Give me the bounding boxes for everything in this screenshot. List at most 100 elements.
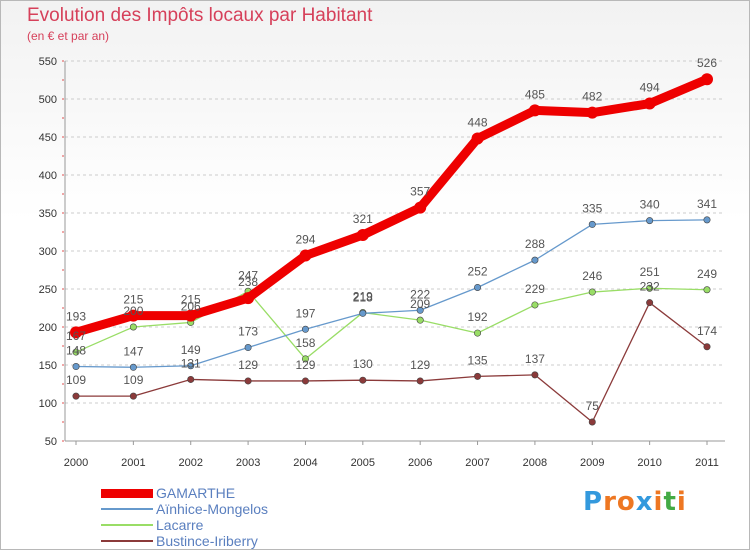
logo-letter: i [653, 487, 664, 517]
logo-letter: i [676, 487, 687, 517]
data-point [244, 377, 252, 385]
data-point [703, 216, 711, 224]
data-label: 174 [697, 324, 717, 338]
series-line-gamarthe [71, 74, 712, 337]
data-point [416, 306, 424, 314]
data-label: 129 [295, 358, 315, 372]
data-point [588, 418, 596, 426]
data-point [646, 299, 654, 307]
data-label: 229 [525, 282, 545, 296]
data-point [359, 309, 367, 317]
x-tick-label: 2002 [178, 457, 202, 469]
data-label: 200 [123, 304, 143, 318]
data-point [129, 323, 137, 331]
series-line-ainhice-mongelos [75, 219, 708, 368]
x-tick-label: 2003 [236, 457, 260, 469]
data-label: 251 [640, 265, 660, 279]
data-label: 135 [468, 353, 488, 367]
data-point [646, 217, 654, 225]
data-label: 131 [181, 356, 201, 370]
data-label: 357 [410, 185, 430, 199]
x-tick-label: 2004 [293, 457, 317, 469]
data-label: 526 [697, 56, 717, 70]
y-tick-label: 550 [39, 56, 57, 68]
x-tick-label: 2000 [64, 457, 88, 469]
x-tick-label: 2001 [121, 457, 145, 469]
y-tick-label: 50 [45, 436, 57, 448]
x-tick-label: 2007 [465, 457, 489, 469]
chart-subtitle: (en € et par an) [27, 29, 110, 43]
data-point [301, 355, 309, 363]
x-tick-label: 2010 [637, 457, 661, 469]
y-tick-label: 300 [39, 246, 57, 258]
data-label: 137 [525, 352, 545, 366]
data-label: 222 [410, 287, 430, 301]
proxiti-logo: Proxiti [583, 487, 687, 517]
data-label: 341 [697, 197, 717, 211]
data-label: 494 [640, 81, 660, 95]
data-point [301, 325, 309, 333]
data-label: 288 [525, 237, 545, 251]
data-label: 129 [410, 358, 430, 372]
data-point [187, 375, 195, 383]
data-point [528, 104, 541, 117]
data-point [70, 326, 82, 339]
data-point [646, 284, 654, 292]
y-tick-label: 450 [39, 132, 57, 144]
logo-letter: o [616, 487, 636, 517]
data-label: 149 [181, 343, 201, 357]
legend-swatch [101, 524, 153, 526]
logo-letter: t [663, 487, 677, 517]
data-point [531, 256, 539, 264]
data-label: 482 [582, 90, 602, 104]
data-point [703, 343, 711, 351]
legend-label: Bustince-Iriberry [156, 533, 258, 549]
data-label: 218 [353, 290, 373, 304]
data-label: 335 [582, 201, 602, 215]
x-tick-label: 2006 [408, 457, 432, 469]
data-label: 215 [181, 293, 201, 307]
data-point [414, 201, 427, 214]
data-label: 130 [353, 357, 373, 371]
data-label: 247 [238, 268, 258, 282]
y-tick-label: 400 [39, 170, 57, 182]
data-label: 485 [525, 87, 545, 101]
data-label: 173 [238, 325, 258, 339]
data-label: 158 [295, 336, 315, 350]
data-label: 167 [66, 329, 86, 343]
data-point [588, 220, 596, 228]
data-label: 232 [640, 280, 660, 294]
data-label: 238 [238, 275, 258, 289]
legend-swatch [101, 508, 153, 510]
data-point [416, 377, 424, 385]
data-point [474, 283, 482, 291]
data-label: 209 [410, 297, 430, 311]
data-point [244, 344, 252, 352]
data-label: 75 [586, 399, 600, 413]
data-label: 252 [468, 264, 488, 278]
data-label: 340 [640, 198, 660, 212]
data-point [701, 73, 713, 86]
y-tick-label: 250 [39, 284, 57, 296]
data-label: 147 [123, 344, 143, 358]
logo-letter: P [583, 487, 604, 517]
data-point [129, 392, 137, 400]
data-label: 321 [353, 212, 373, 226]
data-point [187, 362, 195, 370]
data-label: 246 [582, 269, 602, 283]
data-label: 148 [66, 344, 86, 358]
x-tick-label: 2011 [695, 457, 719, 469]
data-label: 129 [238, 358, 258, 372]
legend-swatch [101, 540, 153, 542]
legend-label: Lacarre [156, 517, 204, 533]
data-point [586, 106, 599, 119]
data-point [127, 309, 140, 322]
data-point [703, 286, 711, 294]
data-label: 193 [66, 309, 86, 323]
x-tick-label: 2005 [351, 457, 375, 469]
data-point [416, 316, 424, 324]
data-point [301, 377, 309, 385]
data-point [588, 288, 596, 296]
